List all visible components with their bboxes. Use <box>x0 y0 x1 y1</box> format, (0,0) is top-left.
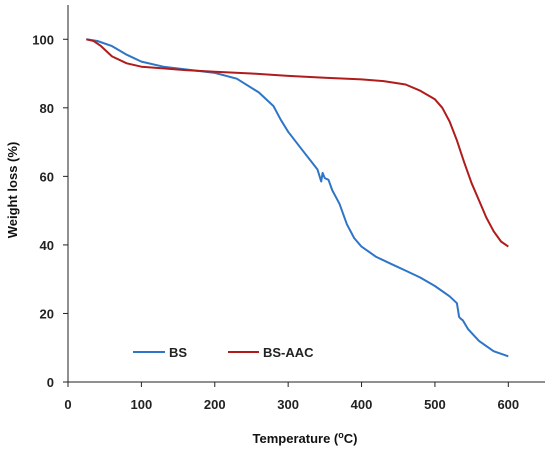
x-tick-label: 200 <box>204 397 226 412</box>
series-layer <box>86 38 509 358</box>
x-tick-label: 0 <box>64 397 71 412</box>
y-axis-title: Weight loss (%) <box>5 142 20 239</box>
x-axis-title: Temperature (oC) <box>253 430 358 446</box>
series-line-bs-aac <box>86 38 509 248</box>
legend: BS BS-AAC <box>133 345 314 360</box>
y-tick-label: 80 <box>40 101 54 116</box>
x-tick-label: 300 <box>277 397 299 412</box>
y-tick-label: 60 <box>40 169 54 184</box>
x-ticks: 0 100 200 300 400 500 600 <box>64 382 519 412</box>
y-tick-label: 100 <box>32 32 54 47</box>
x-tick-label: 600 <box>497 397 519 412</box>
x-tick-label: 400 <box>351 397 373 412</box>
x-tick-label: 500 <box>424 397 446 412</box>
x-axis-unit-degree: o <box>338 430 344 440</box>
y-tick-label: 40 <box>40 238 54 253</box>
y-tick-label: 20 <box>40 306 54 321</box>
legend-label-bs: BS <box>169 345 187 360</box>
legend-label-bs-aac: BS-AAC <box>263 345 314 360</box>
y-tick-label: 0 <box>47 375 54 390</box>
x-tick-label: 100 <box>131 397 153 412</box>
y-ticks: 0 20 40 60 80 100 <box>32 32 68 390</box>
